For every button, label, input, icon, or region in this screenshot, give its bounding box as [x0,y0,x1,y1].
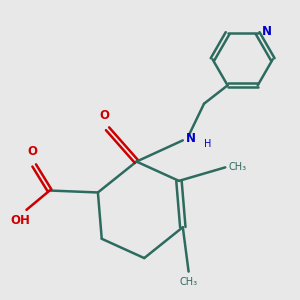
Text: N: N [186,132,196,145]
Text: H: H [204,139,212,149]
Text: OH: OH [11,214,31,227]
Text: CH₃: CH₃ [179,278,198,287]
Text: N: N [262,25,272,38]
Text: O: O [100,109,110,122]
Text: CH₃: CH₃ [228,162,247,172]
Text: O: O [27,146,37,158]
